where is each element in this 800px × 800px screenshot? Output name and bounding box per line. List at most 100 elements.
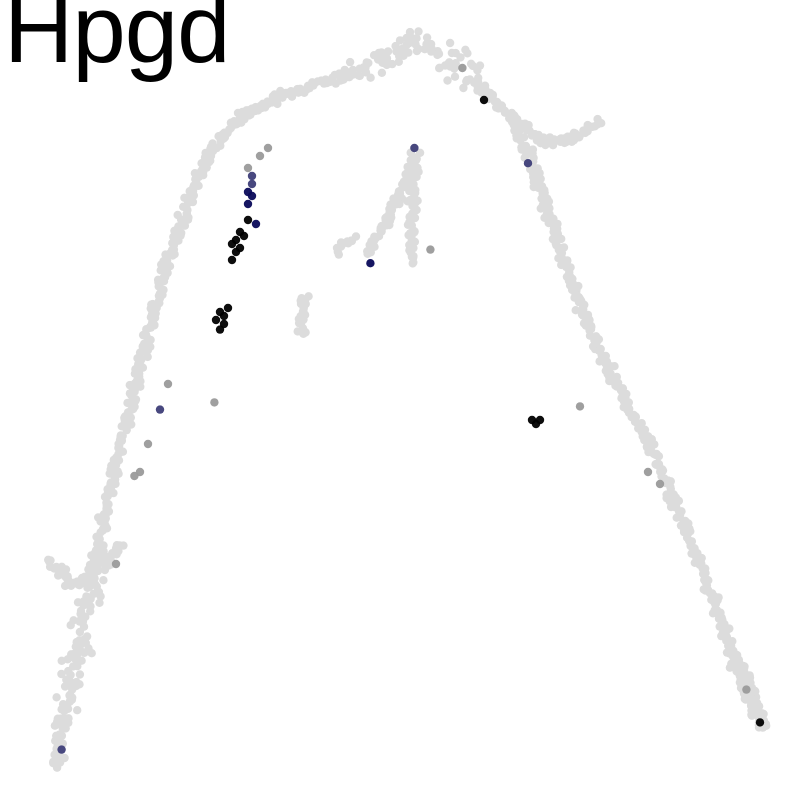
chart-title: Hpgd bbox=[4, 0, 230, 83]
background-cell bbox=[461, 45, 470, 54]
background-cell bbox=[100, 492, 110, 502]
background-cell bbox=[66, 670, 75, 680]
background-cell bbox=[52, 693, 61, 702]
background-cell bbox=[488, 90, 498, 100]
background-cell bbox=[163, 268, 172, 278]
background-cell bbox=[45, 557, 54, 567]
background-cell bbox=[369, 51, 379, 60]
expressed-cell-low bbox=[255, 151, 265, 161]
background-cell bbox=[92, 547, 101, 557]
background-cell bbox=[529, 153, 538, 163]
background-cell bbox=[711, 599, 721, 608]
expressed-cell-low bbox=[243, 163, 253, 173]
background-cell bbox=[93, 564, 102, 573]
expressed-cell-high bbox=[243, 199, 253, 209]
background-cell bbox=[377, 224, 387, 233]
expressed-cell-high bbox=[366, 259, 375, 268]
background-cell bbox=[79, 635, 89, 644]
background-cell bbox=[462, 75, 472, 85]
background-cell bbox=[66, 677, 75, 687]
background-cell bbox=[427, 44, 436, 53]
background-cell bbox=[379, 58, 388, 68]
background-cell bbox=[212, 143, 221, 153]
expressed-cell-mid bbox=[57, 745, 66, 754]
background-cell bbox=[757, 709, 767, 718]
background-cell bbox=[656, 467, 665, 476]
background-cell bbox=[546, 216, 555, 226]
background-cell bbox=[412, 34, 421, 43]
expressed-cell-mid bbox=[247, 179, 257, 189]
expressed-cells-layer bbox=[57, 63, 765, 754]
background-cell bbox=[332, 243, 342, 253]
expressed-cell-max bbox=[235, 243, 245, 253]
background-cell bbox=[68, 693, 77, 702]
background-cells-layer bbox=[44, 27, 771, 772]
background-cell bbox=[77, 656, 86, 665]
background-cell bbox=[95, 598, 104, 607]
background-cell bbox=[79, 601, 88, 610]
background-cell bbox=[363, 247, 372, 256]
background-cell bbox=[450, 72, 460, 81]
background-cell bbox=[544, 197, 554, 206]
background-cell bbox=[688, 543, 697, 552]
background-cell bbox=[445, 38, 455, 48]
expressed-cell-max bbox=[243, 215, 253, 225]
expressed-cell-high bbox=[251, 219, 261, 229]
background-cell bbox=[610, 362, 619, 371]
background-cell bbox=[64, 714, 73, 723]
background-cell bbox=[150, 320, 159, 330]
background-cell bbox=[298, 324, 308, 333]
expressed-cell-low bbox=[263, 143, 273, 153]
background-cell bbox=[536, 204, 545, 213]
background-cell bbox=[70, 649, 79, 659]
expressed-cell-max bbox=[223, 303, 233, 313]
background-cell bbox=[466, 59, 476, 68]
background-cell bbox=[385, 220, 394, 230]
expressed-cell-mid bbox=[410, 143, 419, 153]
expressed-cell-max bbox=[227, 239, 237, 249]
background-cell bbox=[568, 274, 577, 283]
background-cell bbox=[443, 76, 452, 85]
background-cell bbox=[383, 47, 393, 56]
background-cell bbox=[362, 58, 371, 67]
expressed-cell-mid bbox=[247, 171, 257, 181]
background-cell bbox=[73, 706, 82, 715]
background-cell bbox=[435, 63, 444, 73]
background-cell bbox=[724, 642, 734, 651]
background-cell bbox=[703, 586, 713, 595]
background-cell bbox=[57, 669, 66, 679]
expressed-cell-max bbox=[535, 415, 545, 425]
background-cell bbox=[654, 452, 664, 461]
background-cell bbox=[58, 700, 68, 709]
background-cell bbox=[412, 46, 422, 56]
background-cell bbox=[334, 250, 343, 259]
expressed-cell-low bbox=[130, 471, 139, 481]
expressed-cell-low bbox=[575, 402, 585, 411]
background-cell bbox=[575, 133, 584, 142]
background-cell bbox=[446, 62, 455, 71]
expressed-cell-max bbox=[215, 325, 225, 334]
background-cell bbox=[571, 306, 580, 315]
expressed-cell-max bbox=[239, 231, 249, 241]
background-cell bbox=[515, 134, 524, 143]
expressed-cell-mid bbox=[155, 405, 165, 414]
background-cell bbox=[731, 656, 740, 666]
background-cell bbox=[119, 541, 128, 550]
background-cell bbox=[69, 616, 78, 625]
background-cell bbox=[433, 50, 442, 60]
background-cell bbox=[348, 65, 358, 75]
background-cell bbox=[404, 48, 413, 57]
expressed-cell-max bbox=[479, 95, 489, 105]
background-cell bbox=[184, 213, 193, 222]
expressed-cell-max bbox=[219, 311, 229, 321]
expressed-cell-low bbox=[643, 467, 653, 477]
expressed-cell-low bbox=[210, 398, 219, 407]
background-cell bbox=[342, 67, 351, 77]
background-cell bbox=[579, 319, 589, 328]
background-cell bbox=[52, 731, 61, 740]
background-cell bbox=[75, 670, 85, 679]
background-cell bbox=[635, 422, 644, 431]
background-cell bbox=[129, 396, 138, 405]
expressed-cell-max bbox=[227, 255, 237, 265]
